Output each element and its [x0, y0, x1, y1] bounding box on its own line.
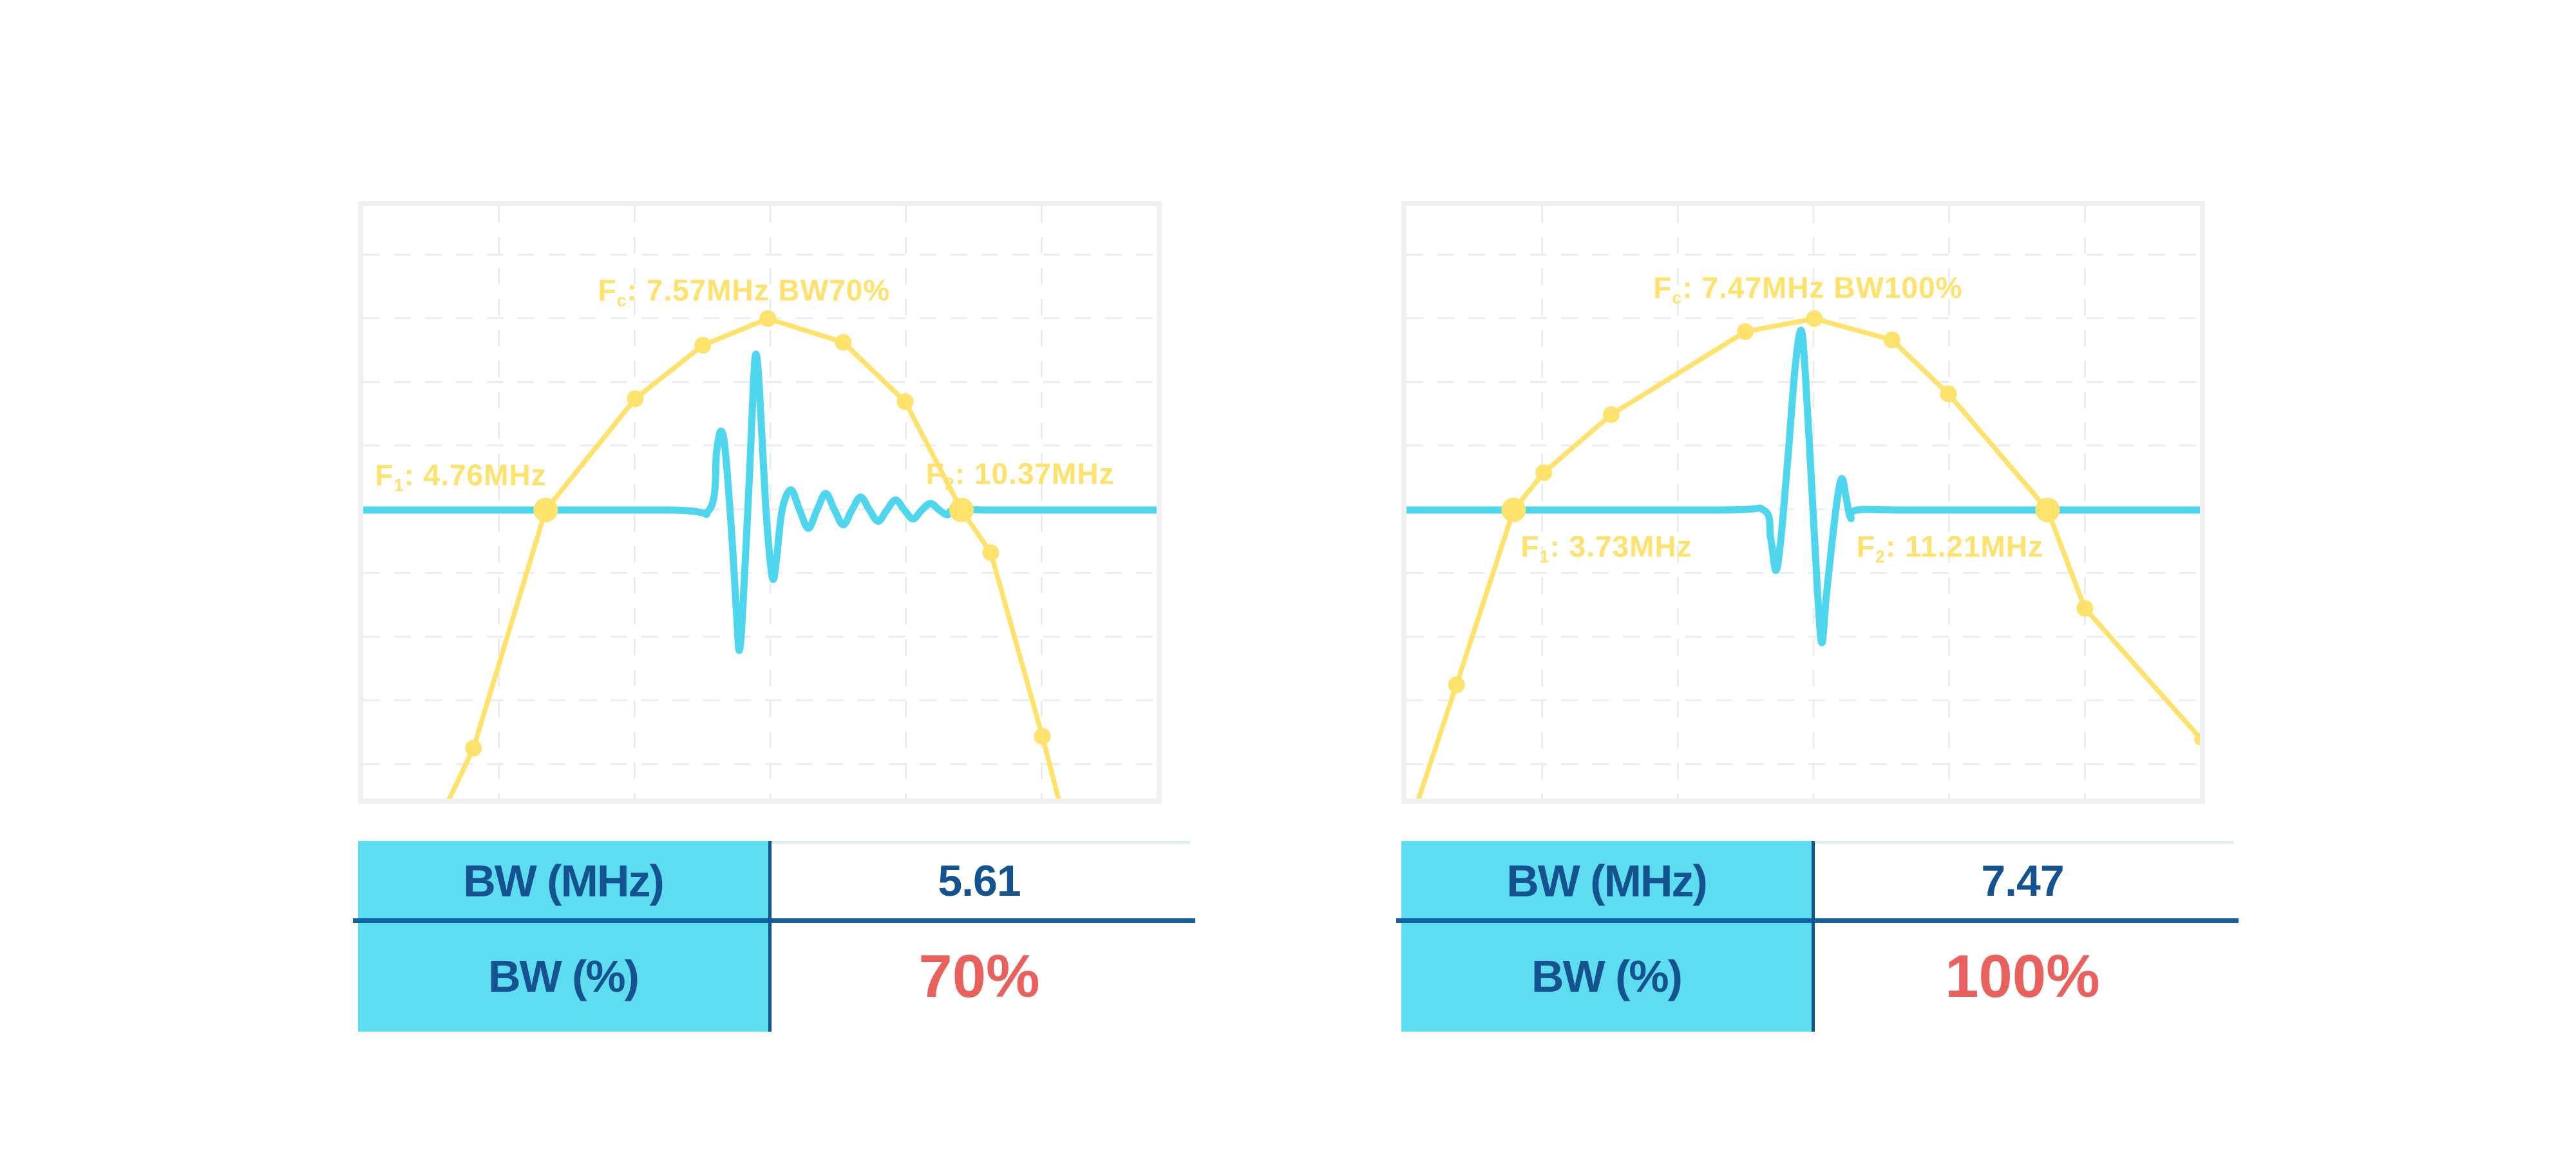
fc-annotation: Fc: 7.47MHz BW100%	[1653, 270, 1963, 308]
table-top-line	[772, 841, 1190, 844]
f2-annotation: F2: 10.37MHz	[925, 456, 1115, 494]
spectrum-plot-svg-right	[1406, 206, 2200, 799]
row-label-cell: BW (%)	[358, 920, 768, 1032]
f1-annotation: F1: 4.76MHz	[375, 457, 547, 495]
table-top-line	[1815, 841, 2233, 844]
fc-annotation: Fc: 7.57MHz BW70%	[598, 273, 891, 311]
f2-annotation: F2: 11.21MHz	[1856, 529, 2044, 567]
row-value-cell: 7.47	[1981, 856, 2064, 905]
bandwidth-table-left: BW (MHz) 5.61 BW (%) 70%	[353, 841, 1195, 1032]
row-label-cell: BW (MHz)	[1401, 841, 1812, 920]
table-horizontal-divider	[1396, 918, 2239, 923]
table-vertical-divider	[768, 841, 772, 1032]
row-value-cell: 70%	[918, 941, 1040, 1010]
f1-annotation: F1: 3.73MHz	[1520, 529, 1692, 567]
table-row: BW (%) 70%	[358, 920, 1190, 1032]
row-value-cell: 100%	[1945, 941, 2100, 1010]
row-label-cell: BW (MHz)	[358, 841, 768, 920]
spectrum-chart-right: Fc: 7.47MHz BW100% F1: 3.73MHz F2: 11.21…	[1401, 201, 2205, 804]
row-label-cell: BW (%)	[1401, 920, 1812, 1032]
table-row: BW (MHz) 7.47	[1401, 841, 2233, 920]
bandwidth-table-right: BW (MHz) 7.47 BW (%) 100%	[1396, 841, 2239, 1032]
table-horizontal-divider	[353, 918, 1195, 923]
spectrum-chart-left: Fc: 7.57MHz BW70% F1: 4.76MHz F2: 10.37M…	[358, 201, 1162, 804]
row-value-cell: 5.61	[938, 856, 1021, 905]
spectrum-plot-svg-left	[363, 206, 1157, 799]
table-vertical-divider	[1812, 841, 1815, 1032]
table-row: BW (MHz) 5.61	[358, 841, 1190, 920]
table-row: BW (%) 100%	[1401, 920, 2233, 1032]
